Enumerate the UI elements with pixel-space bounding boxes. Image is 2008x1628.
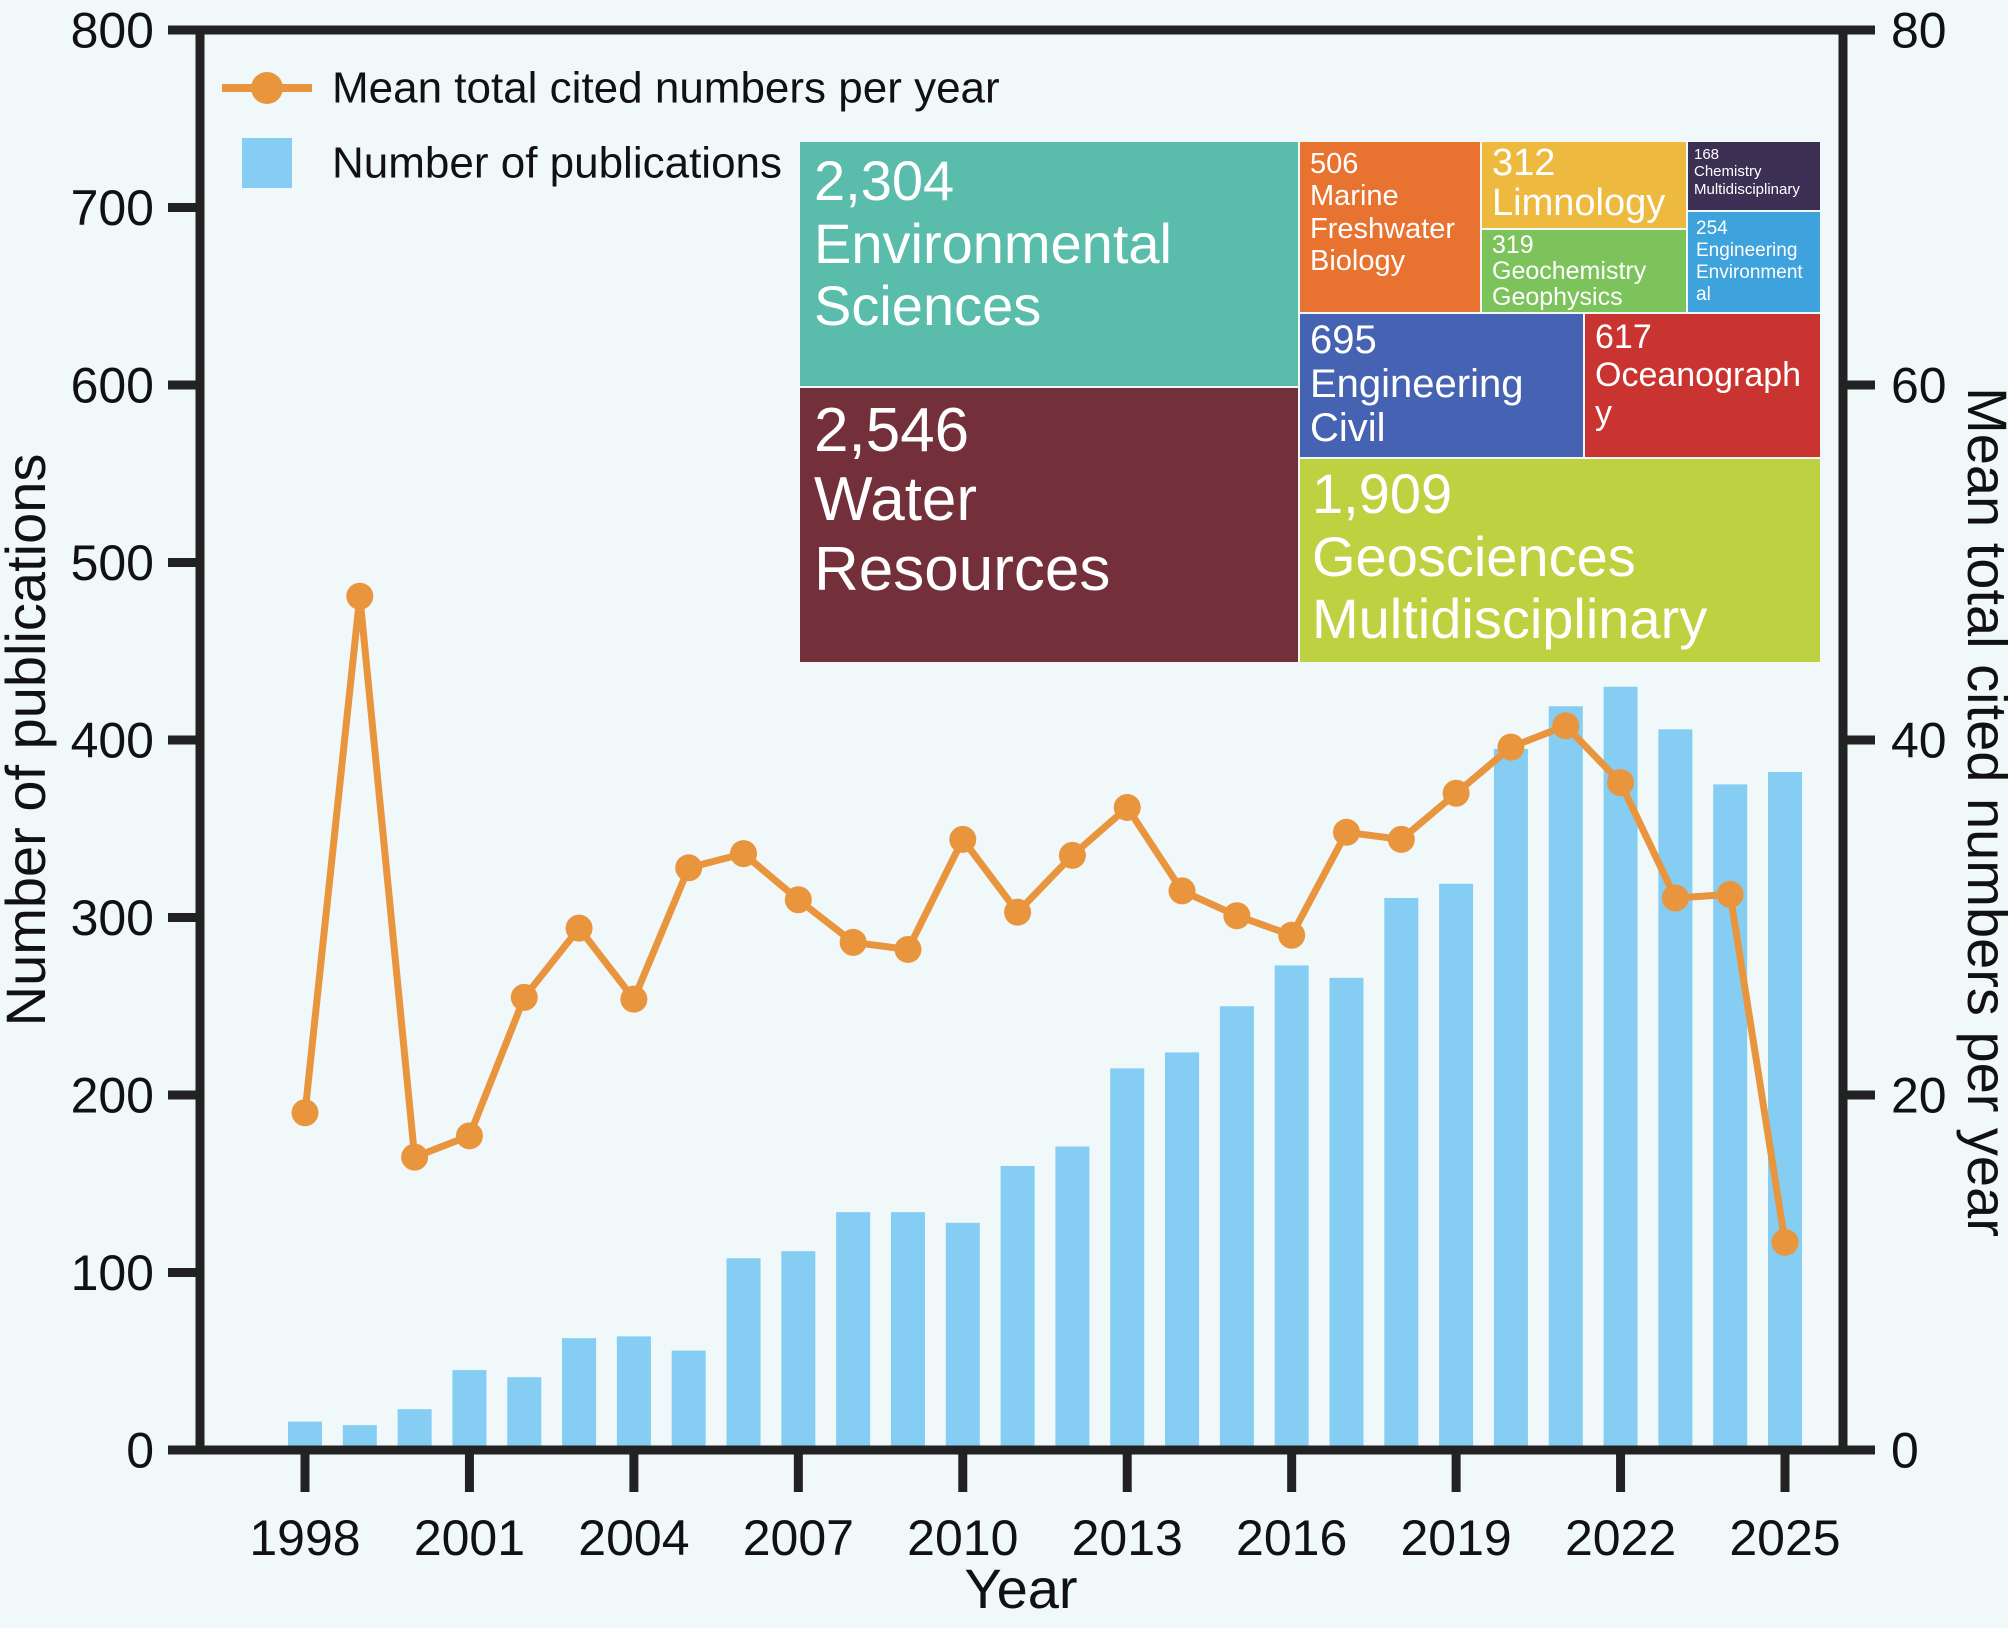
point-2024 <box>1716 880 1744 908</box>
bar-2011 <box>1000 1166 1035 1450</box>
xtick-label-2013: 2013 <box>1072 1510 1183 1566</box>
point-2021 <box>1552 712 1580 740</box>
point-2005 <box>675 854 703 882</box>
ytick-left-label-0: 0 <box>126 1423 154 1479</box>
ytick-right-label-20: 20 <box>1891 1068 1947 1124</box>
point-2013 <box>1113 793 1141 821</box>
point-2019 <box>1442 779 1470 807</box>
xtick-label-2025: 2025 <box>1729 1510 1840 1566</box>
ytick-left-label-400: 400 <box>71 713 154 769</box>
xtick-label-2010: 2010 <box>907 1510 1018 1566</box>
point-1999 <box>346 582 374 610</box>
ytick-left-label-200: 200 <box>71 1068 154 1124</box>
ytick-right-label-0: 0 <box>1891 1423 1919 1479</box>
point-2001 <box>455 1122 483 1150</box>
bar-2003 <box>562 1338 597 1450</box>
bar-2004 <box>616 1336 651 1450</box>
xtick-label-2019: 2019 <box>1400 1510 1511 1566</box>
publications-bars <box>288 686 1802 1450</box>
bar-2010 <box>945 1222 980 1450</box>
bar-2021 <box>1548 706 1583 1450</box>
ytick-left-label-500: 500 <box>71 535 154 591</box>
bar-2008 <box>836 1212 871 1450</box>
ytick-left-label-800: 800 <box>71 3 154 59</box>
bar-2015 <box>1219 1006 1254 1450</box>
point-2022 <box>1607 769 1635 797</box>
bar-2006 <box>726 1258 761 1450</box>
legend-label-citations: Mean total cited numbers per year <box>332 64 1000 113</box>
point-2018 <box>1387 825 1415 853</box>
legend-bar-swatch <box>242 138 292 188</box>
point-2007 <box>784 886 812 914</box>
xtick-label-2007: 2007 <box>743 1510 854 1566</box>
xtick-label-1998: 1998 <box>249 1510 360 1566</box>
xtick-label-2022: 2022 <box>1565 1510 1676 1566</box>
point-2015 <box>1223 902 1251 930</box>
ytick-left-label-600: 600 <box>71 358 154 414</box>
xtick-label-2004: 2004 <box>578 1510 689 1566</box>
point-2002 <box>510 983 538 1011</box>
legend-dot-marker <box>251 72 283 104</box>
bar-2007 <box>781 1251 816 1450</box>
point-2006 <box>730 840 758 868</box>
bar-2017 <box>1329 977 1364 1450</box>
point-2010 <box>949 825 977 853</box>
x-axis-label: Year <box>964 1557 1077 1620</box>
bar-2001 <box>452 1370 487 1450</box>
bar-2009 <box>890 1212 925 1450</box>
bar-2020 <box>1493 748 1528 1450</box>
point-2025 <box>1771 1228 1799 1256</box>
y-axis-label-right: Mean total cited numbers per year <box>1956 387 2008 1237</box>
point-2003 <box>565 914 593 942</box>
bar-2000 <box>397 1409 432 1450</box>
citations-line <box>301 592 1789 1243</box>
legend-label-publications: Number of publications <box>332 139 782 188</box>
ytick-left-label-700: 700 <box>71 180 154 236</box>
bar-1998 <box>288 1421 322 1450</box>
point-2014 <box>1168 877 1196 905</box>
point-2011 <box>1004 898 1032 926</box>
ytick-left-label-100: 100 <box>71 1245 154 1301</box>
point-2000 <box>401 1143 429 1171</box>
bar-2012 <box>1055 1146 1090 1450</box>
y-axis-label-left: Number of publications <box>0 454 57 1027</box>
point-2008 <box>839 928 867 956</box>
ytick-right-label-80: 80 <box>1891 3 1947 59</box>
bar-2019 <box>1439 883 1474 1450</box>
point-2004 <box>620 985 648 1013</box>
bar-2005 <box>671 1350 706 1450</box>
point-2012 <box>1058 841 1086 869</box>
bar-2014 <box>1165 1052 1200 1450</box>
xtick-label-2016: 2016 <box>1236 1510 1347 1566</box>
point-2016 <box>1278 921 1306 949</box>
point-2020 <box>1497 733 1525 761</box>
point-1998 <box>291 1099 319 1127</box>
point-2023 <box>1661 884 1689 912</box>
citations-line-series <box>291 582 1799 1256</box>
bar-2002 <box>507 1377 542 1450</box>
legend: Mean total cited numbers per year Number… <box>222 64 1000 188</box>
bar-2023 <box>1658 729 1693 1450</box>
xtick-label-2001: 2001 <box>414 1510 525 1566</box>
ytick-right-label-40: 40 <box>1891 713 1947 769</box>
ytick-left-label-300: 300 <box>71 890 154 946</box>
point-2009 <box>894 935 922 963</box>
ytick-right-label-60: 60 <box>1891 358 1947 414</box>
axes: 0 100 200 300 400 500 600 700 800 0 20 40 60 80 1998 20… <box>71 3 1947 1567</box>
point-2017 <box>1332 818 1360 846</box>
bar-2013 <box>1110 1068 1145 1450</box>
bar-2016 <box>1274 965 1309 1450</box>
bar-2018 <box>1384 897 1419 1450</box>
bar-2025 <box>1768 771 1802 1450</box>
